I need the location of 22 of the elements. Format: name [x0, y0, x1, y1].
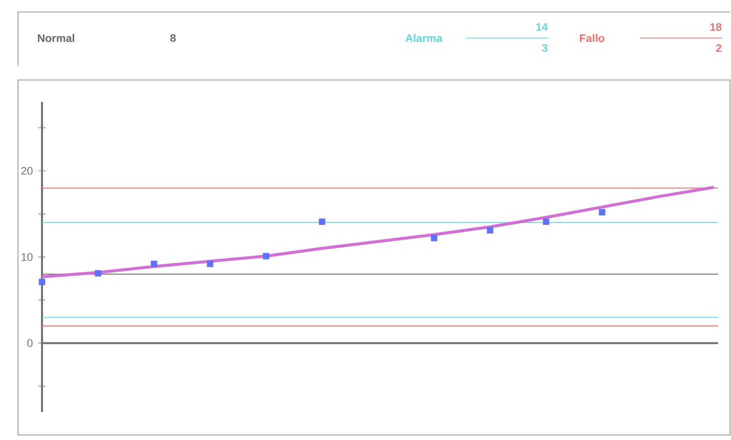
point	[38, 278, 46, 286]
line-series	[40, 186, 716, 278]
y-tick-label: 10	[22, 253, 33, 261]
y-tick-label: 0	[27, 339, 33, 347]
point	[150, 260, 158, 268]
point	[430, 234, 438, 242]
ref-line-label: Fallo	[580, 34, 604, 42]
point	[598, 209, 606, 216]
text: 8	[170, 34, 176, 42]
point	[318, 218, 326, 225]
y-tick-label: 20	[21, 167, 33, 175]
text: 14	[536, 23, 548, 31]
ref-line-label: Alarma	[405, 34, 442, 42]
point	[486, 227, 494, 234]
point	[262, 252, 270, 260]
ref-line-label: Normal	[38, 34, 74, 42]
text: 2	[716, 44, 722, 52]
text: 3	[542, 44, 548, 52]
point	[542, 218, 550, 225]
point	[94, 270, 102, 277]
point	[206, 260, 214, 268]
text: 18	[710, 23, 722, 31]
